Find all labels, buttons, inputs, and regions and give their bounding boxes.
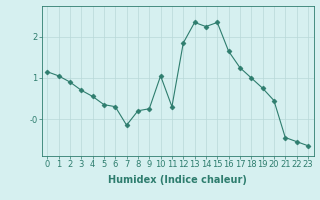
- X-axis label: Humidex (Indice chaleur): Humidex (Indice chaleur): [108, 175, 247, 185]
